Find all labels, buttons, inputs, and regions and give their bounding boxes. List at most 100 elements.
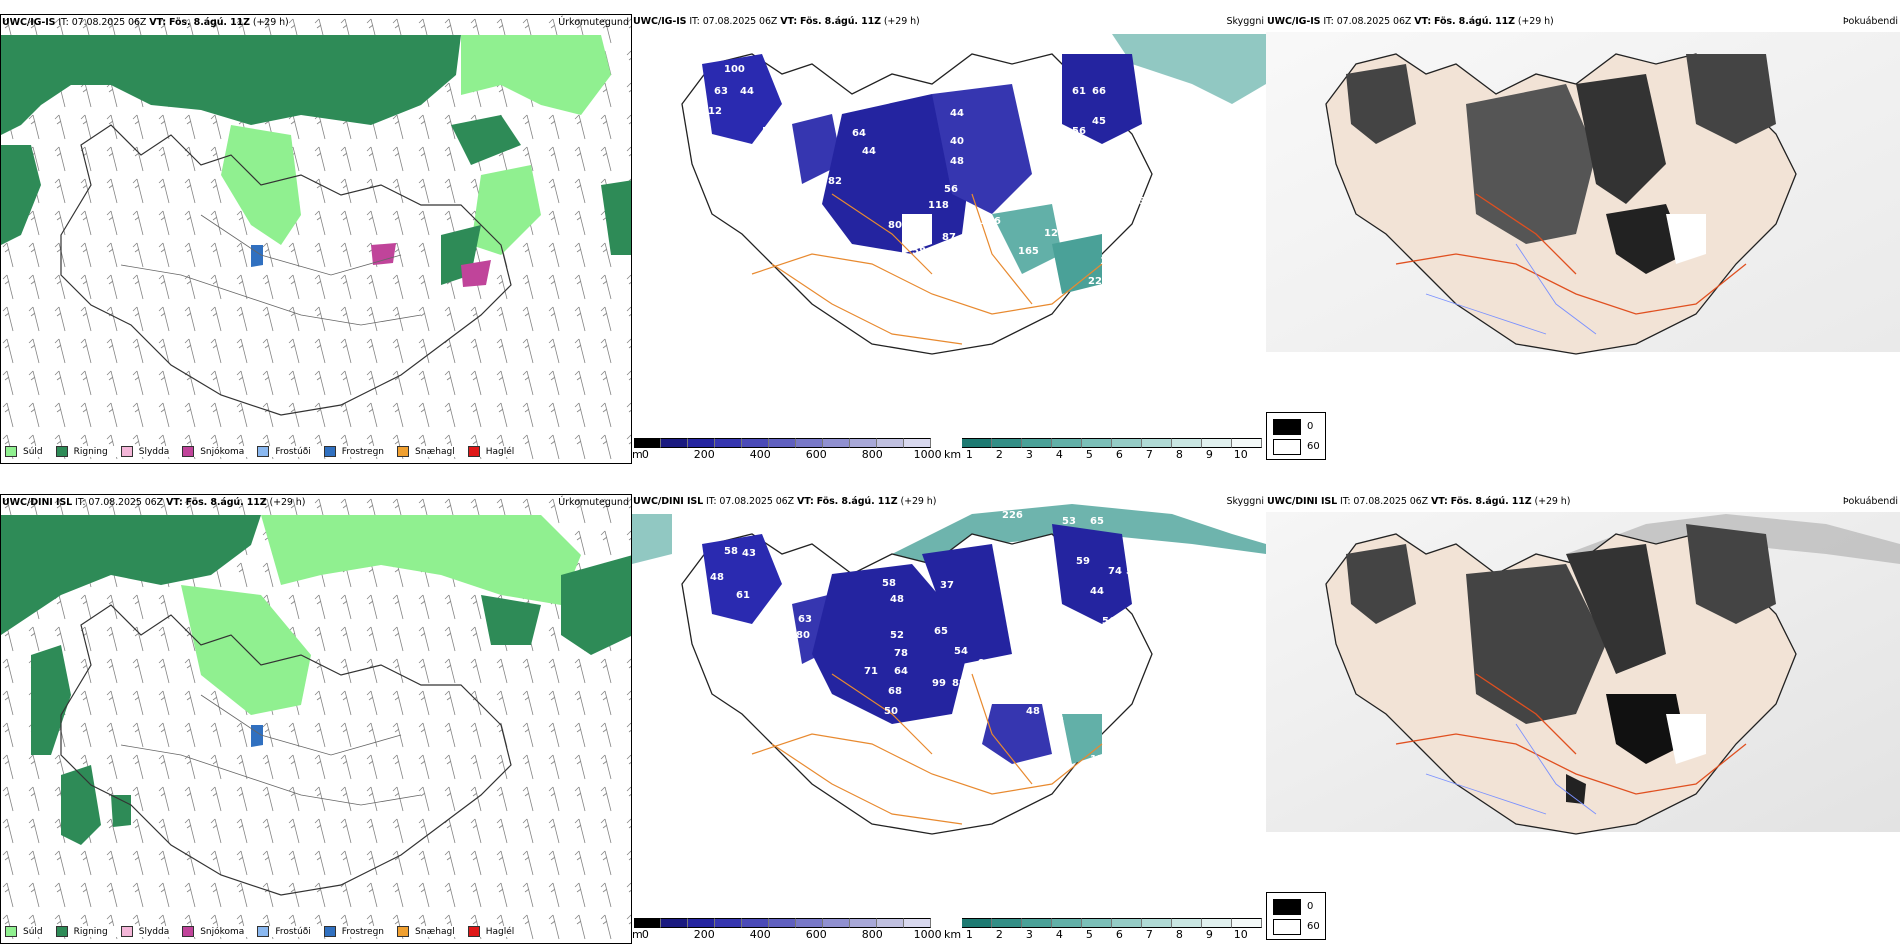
svg-text:99: 99 (932, 678, 946, 689)
svg-text:44: 44 (1124, 166, 1138, 177)
colorbar-cell (962, 918, 992, 928)
vis-tick: 1 (965, 928, 973, 941)
vis-tick: 4 (1055, 448, 1063, 461)
svg-text:108: 108 (1100, 256, 1121, 267)
legend-swatch (257, 446, 270, 457)
legend-item: Frostregn (323, 926, 384, 937)
cloud-visibility-panel-igis: 100 63 44 12 46 58 64 44 44 40 48 56 118 75 80 87 5… (632, 14, 1266, 464)
svg-text:58: 58 (724, 546, 738, 557)
colorbar-cell (769, 918, 796, 928)
svg-text:44: 44 (1090, 586, 1104, 597)
fog-legend-high-swatch (1273, 419, 1301, 435)
svg-text:118: 118 (928, 200, 949, 211)
fog-legend-high-label: 0 (1307, 901, 1314, 912)
precip-type-panel-dini: UWC/DINI ISL IT: 07.08.2025 06Z VT: Fös.… (0, 494, 632, 944)
legend-swatch (397, 446, 410, 457)
colorbar-cell (1172, 918, 1202, 928)
svg-text:58: 58 (882, 578, 896, 589)
cloud-base-unit: m (632, 928, 643, 941)
svg-text:44: 44 (862, 146, 876, 157)
vis-tick: 4 (1055, 928, 1063, 941)
svg-text:42: 42 (850, 718, 864, 729)
fog-legend-low-label: 60 (1307, 921, 1320, 932)
cloud-base-unit: m (632, 448, 643, 461)
vis-tick: 10 (1233, 928, 1248, 941)
colorbar-cell (850, 438, 877, 448)
cloud-base-colorbar: 0 200 400 600 800 1000 (634, 918, 942, 941)
panel-product-label: Skyggni (1226, 496, 1264, 507)
svg-text:74: 74 (1108, 566, 1122, 577)
svg-text:78: 78 (894, 648, 908, 659)
cloud-visibility-map: 226 53 65 58 43 48 61 65 63 80 58 48 37 52 65 54 78… (632, 504, 1266, 835)
legend-swatch (120, 446, 133, 457)
svg-text:98: 98 (978, 658, 992, 669)
panel-product-label: Úrkomutegund (558, 497, 629, 508)
svg-text:33: 33 (1132, 196, 1146, 207)
colorbar-cell (904, 918, 931, 928)
cb-tick: 600 (805, 928, 827, 941)
colorbar-cell (769, 438, 796, 448)
legend-item: Frostúði (257, 926, 311, 937)
svg-text:71: 71 (864, 666, 878, 677)
vis-tick: 8 (1175, 928, 1183, 941)
svg-text:100: 100 (724, 64, 745, 75)
colorbar-cell (1172, 438, 1202, 448)
svg-text:63: 63 (714, 86, 728, 97)
legend-swatch (397, 926, 410, 937)
fog-legend-low-swatch (1273, 919, 1301, 935)
colorbar-cell (877, 918, 904, 928)
colorbar-cell (796, 918, 823, 928)
legend-swatch (323, 926, 336, 937)
svg-text:82: 82 (828, 176, 842, 187)
colorbar-cell (1202, 918, 1232, 928)
fog-legend-high-swatch (1273, 899, 1301, 915)
legend-swatch (120, 926, 133, 937)
fog-map (1266, 512, 1900, 835)
colorbar-cell (1022, 918, 1052, 928)
panel-title: UWC/DINI ISL IT: 07.08.2025 06Z VT: Fös.… (633, 496, 937, 507)
precip-map (1, 15, 631, 463)
svg-text:40: 40 (950, 136, 964, 147)
vis-tick: 6 (1115, 448, 1123, 461)
svg-text:45: 45 (1092, 116, 1106, 127)
legend-item: Snjókoma (182, 446, 244, 457)
svg-text:58: 58 (762, 126, 776, 137)
vis-tick: 1 (965, 448, 973, 461)
panel-title: UWC/DINI ISL IT: 07.08.2025 06Z VT: Fös.… (1267, 496, 1571, 507)
svg-text:120: 120 (1032, 136, 1053, 147)
legend-swatch (55, 446, 68, 457)
panel-product-label: Þokuábendi (1842, 496, 1898, 507)
svg-text:43: 43 (742, 548, 756, 559)
svg-text:80: 80 (888, 220, 902, 231)
legend-swatch (5, 926, 17, 937)
vis-tick: 5 (1085, 928, 1093, 941)
vis-tick: 2 (995, 448, 1003, 461)
colorbar-cell (634, 918, 661, 928)
colorbar-cell (661, 918, 688, 928)
precip-legend: Súld Rigning Slydda Snjókoma Frostúði Fr… (5, 926, 528, 937)
svg-text:59: 59 (1076, 556, 1090, 567)
fog-indicator-panel-dini: UWC/DINI ISL IT: 07.08.2025 06Z VT: Fös.… (1266, 494, 1900, 944)
vis-tick: 9 (1205, 448, 1213, 461)
svg-text:12: 12 (1044, 228, 1058, 239)
colorbar-cell (661, 438, 688, 448)
svg-text:46: 46 (696, 124, 710, 135)
colorbar-cell (742, 438, 769, 448)
svg-text:48: 48 (1026, 706, 1040, 717)
vis-tick: 7 (1145, 448, 1153, 461)
colorbar-cell (962, 438, 992, 448)
legend-swatch (467, 926, 480, 937)
legend-item: Súld (5, 926, 43, 937)
cb-tick: 200 (693, 928, 715, 941)
legend-item: Haglél (467, 926, 514, 937)
svg-text:68: 68 (888, 686, 902, 697)
panel-title: UWC/IG-IS IT: 07.08.2025 06Z VT: Fös. 8.… (633, 16, 920, 27)
legend-item: Snjókoma (182, 926, 244, 937)
cb-tick: 400 (749, 448, 771, 461)
vis-tick: 2 (995, 928, 1003, 941)
colorbar-cell (1052, 918, 1082, 928)
panel-product-label: Úrkomutegund (558, 17, 629, 28)
legend-item: Súld (5, 446, 43, 457)
svg-text:106: 106 (980, 216, 1001, 227)
